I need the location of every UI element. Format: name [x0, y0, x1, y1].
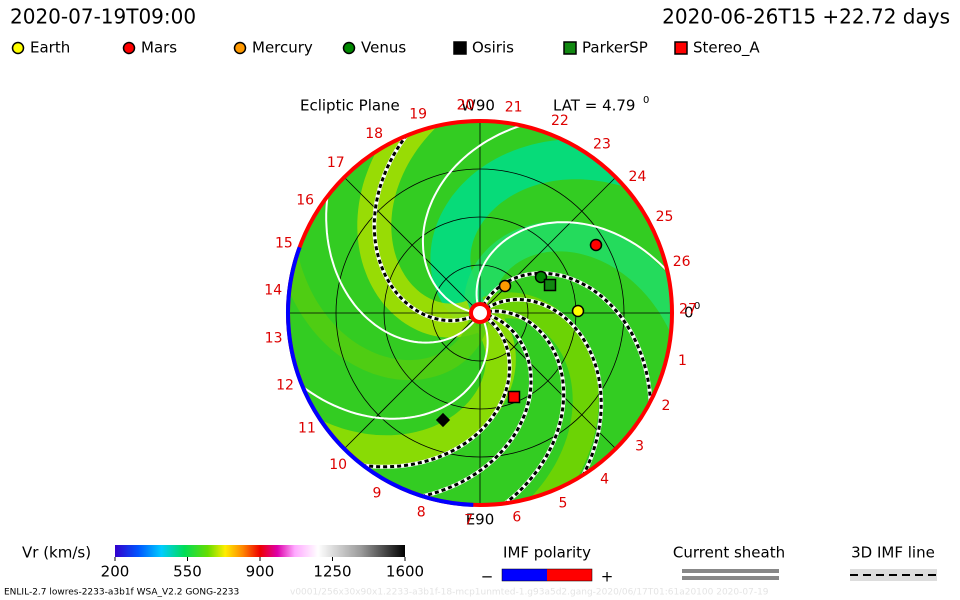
zero-label: 0 — [684, 304, 694, 322]
sector-label: 9 — [372, 486, 381, 502]
lat-unit: 0 — [643, 95, 649, 106]
colorbar — [115, 545, 405, 557]
sector-label: 11 — [298, 420, 316, 436]
lat-label: LAT = 4.79 — [553, 97, 635, 115]
colorbar-tick-label: 900 — [246, 563, 275, 581]
sector-label: 13 — [265, 331, 283, 347]
rim-negative — [286, 246, 474, 507]
sector-label: 24 — [629, 169, 647, 185]
legend-marker — [674, 41, 688, 55]
legend-label: Osiris — [472, 39, 514, 57]
colorbar-tick-label: 200 — [101, 563, 130, 581]
sector-label: 21 — [505, 100, 523, 116]
speed-band — [298, 308, 516, 466]
sector-label: 3 — [635, 438, 644, 454]
sector-label: 26 — [673, 254, 691, 270]
imf-line-label: 3D IMF line — [851, 544, 935, 562]
colorbar-tick-label: 1250 — [313, 563, 351, 581]
sun — [469, 302, 491, 324]
footer-faint: v0001/256x30x90x1.2233-a3b1f-18-mcp1unmt… — [290, 588, 769, 598]
imf-line — [473, 309, 566, 505]
imf-line — [327, 316, 512, 469]
legend-marker — [122, 41, 136, 55]
field-line — [288, 319, 489, 420]
sector-label: 6 — [512, 510, 521, 526]
imf-polarity-label: IMF polarity — [503, 544, 591, 562]
sector-label: 27 — [679, 302, 697, 318]
body-marker — [589, 238, 603, 252]
sector-label: 8 — [417, 505, 426, 521]
speed-band — [464, 221, 672, 343]
body-marker — [435, 412, 451, 428]
current-sheath-label: Current sheath — [673, 544, 785, 562]
polarity-minus: − — [481, 568, 494, 586]
field-lines — [288, 121, 672, 505]
imf-line — [481, 271, 653, 439]
run-time: 2020-07-19T09:00 — [10, 5, 196, 29]
imf-line — [372, 121, 474, 323]
field-line — [421, 121, 558, 313]
legend-label: ParkerSP — [582, 39, 648, 57]
sector-label: 14 — [264, 283, 282, 299]
body-marker — [543, 278, 557, 292]
legend-marker — [453, 41, 467, 55]
body-marker — [571, 304, 585, 318]
sector-label: 5 — [558, 496, 567, 512]
sector-label: 16 — [296, 192, 314, 208]
legend-label: Mars — [141, 39, 177, 57]
polarity-bar — [501, 568, 593, 582]
sector-label: 17 — [327, 155, 345, 171]
legend: Earth Mars Mercury Venus Osiris ParkerSP Stere… — [11, 39, 760, 58]
sector-label: 18 — [365, 126, 383, 142]
colorbar-ticks: 200 550 900 1250 1600 — [101, 557, 424, 581]
sector-label: 7 — [464, 513, 473, 529]
sector-label: 23 — [593, 137, 611, 153]
colorbar-tick-label: 1600 — [386, 563, 424, 581]
bodies — [435, 238, 603, 428]
footer: ENLIL-2.7 lowres-2233-a3b1f WSA_V2.2 GON… — [4, 588, 239, 598]
legend-label: Earth — [30, 39, 70, 57]
colorbar-tick-label: 550 — [173, 563, 202, 581]
reference-time: 2020-06-26T15 +22.72 days — [662, 5, 950, 29]
legend-marker — [233, 41, 247, 55]
field-line — [325, 160, 477, 344]
e90-label: E90 — [466, 511, 495, 529]
body-marker — [507, 390, 521, 404]
sector-label: 2 — [662, 398, 671, 414]
legend-marker — [11, 41, 25, 55]
legend-marker — [563, 41, 577, 55]
imf-line — [485, 298, 603, 505]
plot-title: Ecliptic Plane — [300, 97, 400, 115]
legend-marker — [342, 41, 356, 55]
speed-band — [288, 234, 489, 381]
polarity-plus: + — [601, 568, 614, 586]
speed-band — [430, 139, 639, 325]
zero-unit: 0 — [694, 301, 700, 312]
legend-label: Venus — [361, 39, 406, 57]
ecliptic-disc — [286, 119, 674, 507]
w90-label: W90 — [461, 97, 495, 115]
sector-label: 12 — [276, 378, 294, 394]
sector-label: 10 — [329, 457, 347, 473]
sector-label: 1 — [678, 353, 687, 369]
sector-label: 19 — [409, 106, 427, 122]
sector-label: 15 — [275, 236, 293, 252]
sector-label: 22 — [551, 113, 569, 129]
field-line — [475, 221, 672, 306]
sector-label: 25 — [656, 209, 674, 225]
sector-label: 4 — [600, 472, 609, 488]
legend-label: Stereo_A — [693, 39, 760, 58]
imf-line — [386, 313, 533, 503]
colorbar-label: Vr (km/s) — [22, 544, 91, 562]
sector-label: 20 — [457, 98, 475, 114]
legend-label: Mercury — [252, 39, 313, 57]
speed-band — [482, 292, 599, 505]
body-marker — [498, 279, 512, 293]
